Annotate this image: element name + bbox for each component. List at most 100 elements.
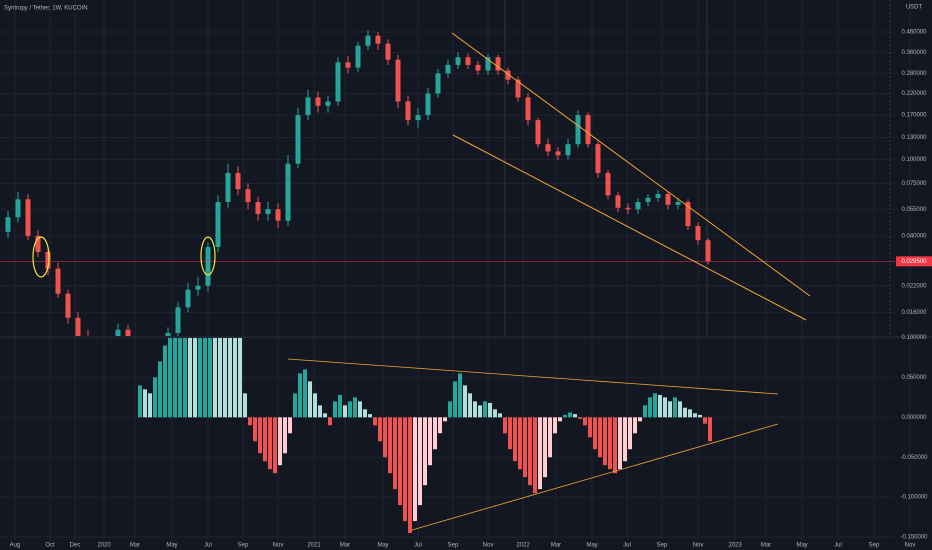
histogram-bar <box>513 417 517 462</box>
x-tick-label: 2023 <box>728 543 742 549</box>
y-tick-label: 0.000000 <box>901 415 927 421</box>
candle-body <box>465 57 471 65</box>
price-badge <box>896 256 932 267</box>
histogram-bar <box>478 405 482 418</box>
histogram-bar <box>378 417 382 442</box>
x-tick-label: Nov <box>273 543 284 549</box>
oscillator-pane <box>138 338 712 534</box>
histogram-bar <box>363 409 367 418</box>
x-tick-label: Sep <box>448 543 459 549</box>
histogram-bar <box>288 417 292 434</box>
x-tick-label: Sep <box>869 543 880 549</box>
x-tick-label: Sep <box>238 543 249 549</box>
histogram-bar <box>528 417 532 486</box>
histogram-bar <box>578 417 582 419</box>
highlight-circle <box>200 236 216 276</box>
histogram-bar <box>233 338 237 418</box>
candle-body <box>595 144 601 173</box>
candle-body <box>645 197 651 203</box>
candle-body <box>355 45 361 68</box>
histogram-bar <box>623 417 627 462</box>
histogram-bar <box>333 401 337 418</box>
histogram-bar <box>648 397 652 418</box>
candle-body <box>665 194 671 205</box>
candle-body <box>255 202 261 214</box>
histogram-bar <box>618 417 622 470</box>
x-tick-label: May <box>586 543 597 549</box>
candle-body <box>245 189 251 203</box>
candle-body <box>675 202 681 205</box>
x-tick-label: Nov <box>905 543 916 549</box>
trend-line <box>411 423 779 531</box>
histogram-bar <box>698 414 702 418</box>
x-tick-label: 2020 <box>97 543 111 549</box>
candle-body <box>35 235 41 252</box>
candle-body <box>525 97 531 121</box>
candle-body <box>65 293 71 318</box>
price-badge-label: 0.029500 <box>901 259 927 265</box>
histogram-bar <box>383 417 387 458</box>
y-tick-label: 0.022000 <box>901 283 927 289</box>
histogram-bar <box>193 338 197 418</box>
candle-body <box>705 240 711 262</box>
histogram-bar <box>683 407 687 418</box>
histogram-bar <box>368 414 372 418</box>
candle-body <box>275 209 281 221</box>
histogram-bar <box>358 401 362 418</box>
candle-body <box>115 329 121 336</box>
histogram-bar <box>328 417 332 426</box>
x-tick-label: 2021 <box>307 543 321 549</box>
x-tick-label: Nov <box>483 543 494 549</box>
histogram-bar <box>148 393 152 418</box>
candle-body <box>445 64 451 74</box>
histogram-bar <box>418 417 422 506</box>
histogram-bar <box>488 402 492 418</box>
candle-body <box>415 115 421 121</box>
histogram-bar <box>688 409 692 418</box>
y-tick-label: 0.055000 <box>901 207 927 213</box>
histogram-bar <box>163 345 167 418</box>
candle-body <box>615 195 621 208</box>
histogram-bar <box>643 405 647 418</box>
histogram-bar <box>543 417 547 478</box>
histogram-bar <box>388 417 392 474</box>
x-tick-label: Mar <box>761 543 771 549</box>
histogram-bar <box>658 394 662 418</box>
histogram-bar <box>573 414 577 418</box>
candle-body <box>315 97 321 106</box>
histogram-bar <box>303 369 307 418</box>
histogram-bar <box>518 417 522 470</box>
histogram-bar <box>678 401 682 418</box>
candle-body <box>365 35 371 46</box>
candle-body <box>265 209 271 214</box>
histogram-bar <box>588 417 592 438</box>
histogram-bar <box>663 397 667 418</box>
candle-body <box>335 62 341 102</box>
histogram-bar <box>213 338 217 418</box>
y-tick-label: 0.170000 <box>901 113 927 119</box>
histogram-bar <box>268 417 272 470</box>
candle-body <box>685 202 691 227</box>
histogram-bar <box>558 417 562 422</box>
histogram-bar <box>143 389 147 418</box>
histogram-bar <box>673 397 677 418</box>
histogram-bar <box>553 417 557 434</box>
candle-body <box>375 35 381 44</box>
histogram-bar <box>703 417 707 424</box>
grid-layer <box>0 0 911 540</box>
candle-body <box>55 268 61 294</box>
candle-body <box>425 93 431 116</box>
candle-body <box>175 307 181 333</box>
histogram-bar <box>693 413 697 418</box>
histogram-bar <box>153 377 157 418</box>
candle-body <box>285 163 291 221</box>
histogram-bar <box>638 417 642 422</box>
histogram-bar <box>413 417 417 522</box>
histogram-bar <box>608 417 612 470</box>
x-tick-label: May <box>377 543 388 549</box>
histogram-bar <box>708 417 712 442</box>
candle-body <box>695 226 701 241</box>
candle-body <box>515 79 521 98</box>
